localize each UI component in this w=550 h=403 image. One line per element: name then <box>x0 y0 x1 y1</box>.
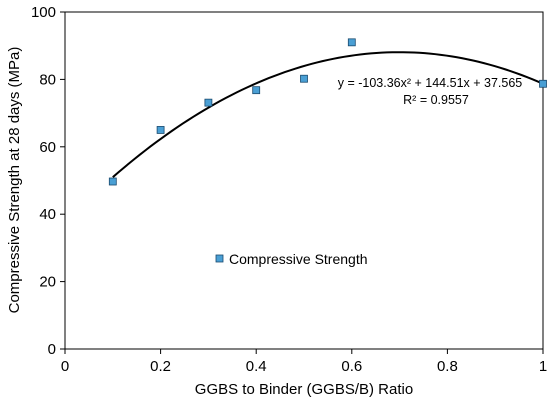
data-point <box>347 38 356 47</box>
data-point <box>204 98 213 107</box>
legend-label: Compressive Strength <box>229 251 368 267</box>
data-point <box>108 177 117 186</box>
r-squared-label: R² = 0.9557 <box>403 93 469 107</box>
data-point <box>539 79 547 88</box>
trendline-group <box>112 51 544 178</box>
y-tick-label: 40 <box>39 206 56 223</box>
x-tick-label: 0.4 <box>246 358 267 375</box>
y-axis-ticks: 0 20 40 60 80 100 <box>31 4 65 358</box>
x-tick-label: 1 <box>539 358 547 375</box>
y-tick-label: 100 <box>31 4 56 21</box>
x-tick-label: 0.2 <box>150 358 171 375</box>
y-axis-title: Compressive Strength at 28 days (MPa) <box>6 47 23 314</box>
x-tick-label: 0.8 <box>437 358 458 375</box>
data-points <box>108 38 547 186</box>
data-point <box>156 126 165 134</box>
plot-area <box>64 11 544 350</box>
x-axis-ticks: 0 0.2 0.4 0.6 0.8 1 <box>61 349 547 375</box>
trendline-equation: y = -103.36x² + 144.51x + 37.565 <box>338 76 523 90</box>
x-axis-title: GGBS to Binder (GGBS/B) Ratio <box>195 381 413 398</box>
data-point <box>252 86 261 95</box>
y-tick-label: 20 <box>39 274 56 291</box>
x-tick-label: 0.6 <box>341 358 362 375</box>
y-tick-label: 60 <box>39 139 56 156</box>
legend: Compressive Strength <box>215 251 368 267</box>
legend-marker <box>215 254 224 263</box>
data-point <box>300 74 308 83</box>
x-tick-label: 0 <box>61 358 69 375</box>
y-tick-label: 0 <box>48 341 56 358</box>
trendline <box>112 51 544 178</box>
y-tick-label: 80 <box>39 71 56 88</box>
plot-frame <box>64 11 544 350</box>
